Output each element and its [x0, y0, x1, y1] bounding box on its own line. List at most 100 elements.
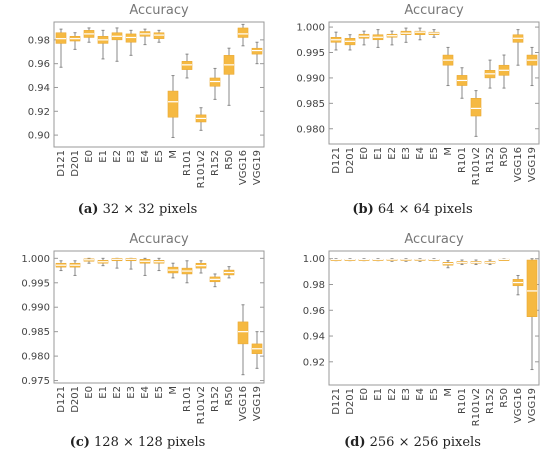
chart-c-box-r101 [181, 260, 193, 284]
chart-c-box-d201 [69, 260, 81, 276]
chart-b-caption-text: 64 × 64 pixels [373, 202, 473, 217]
chart-d-xlabel-d201: D201 [345, 388, 356, 415]
chart-d-plot: Accuracy 0.92 0.94 0.96 0.98 1.00 D121 D201 E0 E1… [303, 232, 540, 426]
chart-a-frame [53, 21, 265, 148]
chart-d-box-e4 [414, 258, 426, 262]
chart-a-xlabel-r101: R101 [182, 150, 193, 176]
chart-c-plot: Accuracy 0.975 0.980 0.985 0.990 0.995 1.000 D1… [21, 232, 265, 424]
chart-a-caption: (a) 32 × 32 pixels [0, 202, 275, 217]
chart-c-xlabel-vgg16: VGG16 [238, 386, 249, 421]
chart-d-xlabel-e1: E1 [373, 388, 384, 401]
chart-a-xlabel-d121: D121 [56, 150, 67, 177]
chart-b-box-r152 [484, 59, 496, 89]
chart-c-xlabel-r50: R50 [224, 386, 235, 406]
chart-d-box-e3 [400, 258, 412, 262]
box-body [526, 259, 538, 317]
chart-b-xlabel-e5: E5 [429, 147, 440, 160]
chart-a-xlabel-e1: E1 [98, 150, 109, 163]
chart-b-xlabel-m: M [443, 147, 454, 156]
chart-b-ytick-label: 0.980 [296, 124, 325, 135]
chart-d-box-m [442, 260, 454, 269]
chart-c-box-e1 [97, 257, 109, 267]
chart-d-box-e0 [358, 258, 370, 262]
chart-d-caption-text: 256 × 256 pixels [365, 435, 481, 450]
chart-c-box-d121 [55, 260, 67, 272]
chart-d-xlabel-r101v2: R101v2 [471, 388, 482, 426]
chart-c-ytick-label: 0.975 [21, 376, 50, 387]
chart-d-ytick-label: 0.98 [303, 280, 325, 291]
chart-d-ytick-label: 1.00 [303, 254, 325, 265]
chart-a-plot: Accuracy 0.90 0.92 0.94 0.96 0.98 D121 D201 E0 E1… [28, 3, 265, 188]
chart-d-xlabel-vgg19: VGG19 [527, 388, 538, 423]
chart-d-box-r101 [456, 259, 468, 266]
chart-b-xlabel-r101: R101 [457, 147, 468, 173]
chart-c-xlabel-vgg19: VGG19 [252, 386, 263, 421]
chart-b-xlabel-d121: D121 [331, 147, 342, 174]
chart-a-box-e4 [139, 28, 151, 46]
chart-c-xlabel-e0: E0 [84, 386, 95, 399]
chart-c-box-m [167, 262, 179, 279]
chart-a-xlabel-vgg16: VGG16 [238, 150, 249, 185]
box-body [237, 27, 249, 38]
chart-a-xlabel-e0: E0 [84, 150, 95, 163]
chart-b-box-d121 [330, 31, 342, 51]
chart-c-caption: (c) 128 × 128 pixels [0, 435, 275, 450]
chart-b-title: Accuracy [404, 3, 464, 18]
chart-panel-a: Accuracy 0.90 0.92 0.94 0.96 0.98 D121 D201 E0 E1… [0, 0, 275, 229]
chart-b-xlabel-e1: E1 [373, 147, 384, 160]
chart-d-box-r50 [498, 258, 510, 261]
chart-b-box-e0 [358, 30, 370, 46]
chart-a-box-r101 [181, 53, 193, 79]
chart-a-ytick-label: 0.92 [28, 107, 50, 118]
chart-d-box-e5 [428, 258, 440, 262]
chart-b-box-r101 [456, 67, 468, 99]
chart-a-xlabel-vgg19: VGG19 [252, 150, 263, 185]
chart-a-box-vgg16 [237, 23, 249, 47]
chart-b-box-e2 [386, 30, 398, 46]
box-body [167, 90, 179, 118]
chart-d-caption: (d) 256 × 256 pixels [275, 435, 550, 450]
chart-d-box-vgg16 [512, 274, 524, 296]
chart-panel-c: Accuracy 0.975 0.980 0.985 0.990 0.995 1.000 D1… [0, 229, 275, 458]
chart-c-box-vgg16 [237, 304, 249, 376]
chart-a-ytick-label: 0.98 [28, 35, 50, 46]
chart-d-xlabel-m: M [443, 388, 454, 397]
chart-a-xlabel-r152: R152 [210, 150, 221, 176]
chart-b-xlabel-e0: E0 [359, 147, 370, 160]
chart-d-xlabel-r101: R101 [457, 388, 468, 414]
chart-b-box-r101v2 [470, 90, 482, 137]
chart-b-frame [328, 21, 540, 145]
chart-a-box-m [167, 75, 179, 138]
chart-c-xlabel-d121: D121 [56, 386, 67, 413]
chart-b-xlabel-r50: R50 [499, 147, 510, 167]
chart-a-box-vgg19 [251, 41, 263, 65]
chart-b-ytick-label: 0.985 [296, 99, 325, 110]
chart-d-ytick-label: 0.92 [303, 357, 325, 368]
box-body [414, 30, 426, 35]
chart-d-ytick-label: 0.96 [303, 306, 325, 317]
chart-c-xlabel-e3: E3 [126, 386, 137, 399]
chart-b-box-e1 [372, 29, 384, 48]
chart-c-xlabel-e4: E4 [140, 386, 151, 399]
chart-a-xlabel-r50: R50 [224, 150, 235, 170]
chart-b-box-vgg19 [526, 46, 538, 87]
chart-c-xlabel-d201: D201 [70, 386, 81, 413]
chart-c-xlabel-m: M [168, 386, 179, 395]
chart-c-ytick-label: 0.995 [21, 278, 50, 289]
chart-d-xlabel-d121: D121 [331, 388, 342, 415]
chart-b-box-vgg16 [512, 29, 524, 66]
chart-d-caption-label: (d) [344, 435, 366, 450]
chart-d-box-r152 [484, 259, 496, 266]
chart-b-box-e3 [400, 27, 412, 43]
chart-a-box-r152 [209, 67, 221, 100]
chart-a-box-r50 [223, 47, 235, 106]
chart-a-caption-label: (a) [77, 202, 99, 217]
chart-d-box-e1 [372, 258, 384, 262]
chart-a-ytick-label: 0.96 [28, 59, 50, 70]
chart-b-ytick-label: 0.990 [296, 73, 325, 84]
chart-a-xlabel-d201: D201 [70, 150, 81, 177]
chart-c-box-e3 [125, 257, 137, 270]
chart-c-ytick-label: 1.000 [21, 254, 50, 265]
chart-b-plot: Accuracy 0.980 0.985 0.990 0.995 1.000 D121 D20… [296, 3, 540, 185]
chart-b-box-m [442, 46, 454, 87]
